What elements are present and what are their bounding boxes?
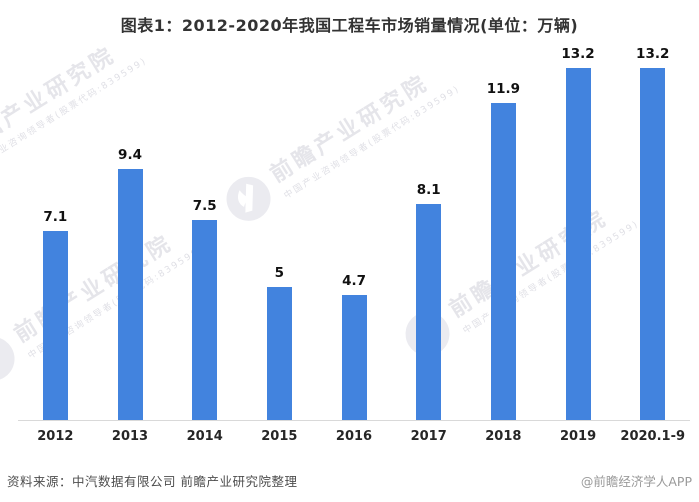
bar-group: 7.5	[167, 197, 242, 420]
bar-value-label: 13.2	[636, 45, 670, 62]
bar-value-label: 13.2	[561, 45, 595, 62]
bar	[490, 103, 516, 420]
bar-value-label: 11.9	[486, 80, 521, 97]
bar-value-label: 7.1	[43, 208, 68, 225]
bar-value-label: 9.4	[118, 146, 142, 163]
bar	[565, 68, 591, 420]
bar	[341, 295, 367, 420]
bar-value-label: 4.7	[342, 272, 366, 289]
bar-group: 13.2	[541, 45, 616, 420]
bar-value-label: 8.1	[416, 181, 441, 198]
bar	[416, 204, 442, 420]
bar	[42, 231, 68, 420]
footer: 资料来源：中汽数据有限公司 前瞻产业研究院整理 @前瞻经济学人APP	[0, 471, 699, 490]
x-axis-tick-label: 2012	[37, 429, 74, 444]
data-source-text: 资料来源：中汽数据有限公司 前瞻产业研究院整理	[7, 474, 298, 489]
bar-group: 8.1	[391, 181, 466, 420]
x-axis-tick-label: 2013	[111, 429, 149, 444]
x-axis-tick-label: 2018	[485, 429, 522, 444]
x-axis-tick-label: 2019	[559, 429, 597, 444]
x-axis-tick-label: 2017	[410, 429, 447, 444]
x-axis-tick-label: 2016	[335, 429, 373, 444]
bar-group: 13.2	[615, 45, 690, 420]
x-axis-labels: 2012 2013 2014 2015 2016 2017 2018 2019 2020.1-9	[18, 421, 690, 443]
bar-value-label: 7.5	[192, 197, 217, 214]
bar-group: 4.7	[317, 272, 392, 420]
bar-group: 5	[242, 264, 317, 420]
x-axis-tick-label: 2020.1-9	[620, 429, 686, 444]
bar	[266, 287, 292, 420]
bar-group: 11.9	[466, 80, 541, 420]
bar-group: 7.1	[18, 208, 93, 420]
bar	[117, 169, 143, 420]
bar	[192, 220, 218, 420]
chart-title: 图表1：2012-2020年我国工程车市场销量情况(单位：万辆)	[120, 16, 579, 35]
x-axis-tick-label: 2014	[186, 429, 223, 444]
x-axis-line	[18, 420, 690, 421]
bar-group: 9.4	[93, 146, 168, 420]
bar-value-label: 5	[274, 264, 285, 281]
credit-text: @前瞻经济学人APP	[580, 474, 692, 489]
x-axis-tick-label: 2015	[261, 429, 298, 444]
bar	[640, 68, 666, 420]
plot-area: 7.1 9.4 7.5 5 4.7 8.1 11.9 13.2 13.2	[18, 46, 690, 420]
bar-chart: 7.1 9.4 7.5 5 4.7 8.1 11.9 13.2 13.2 2012 2013 201…	[18, 46, 690, 443]
